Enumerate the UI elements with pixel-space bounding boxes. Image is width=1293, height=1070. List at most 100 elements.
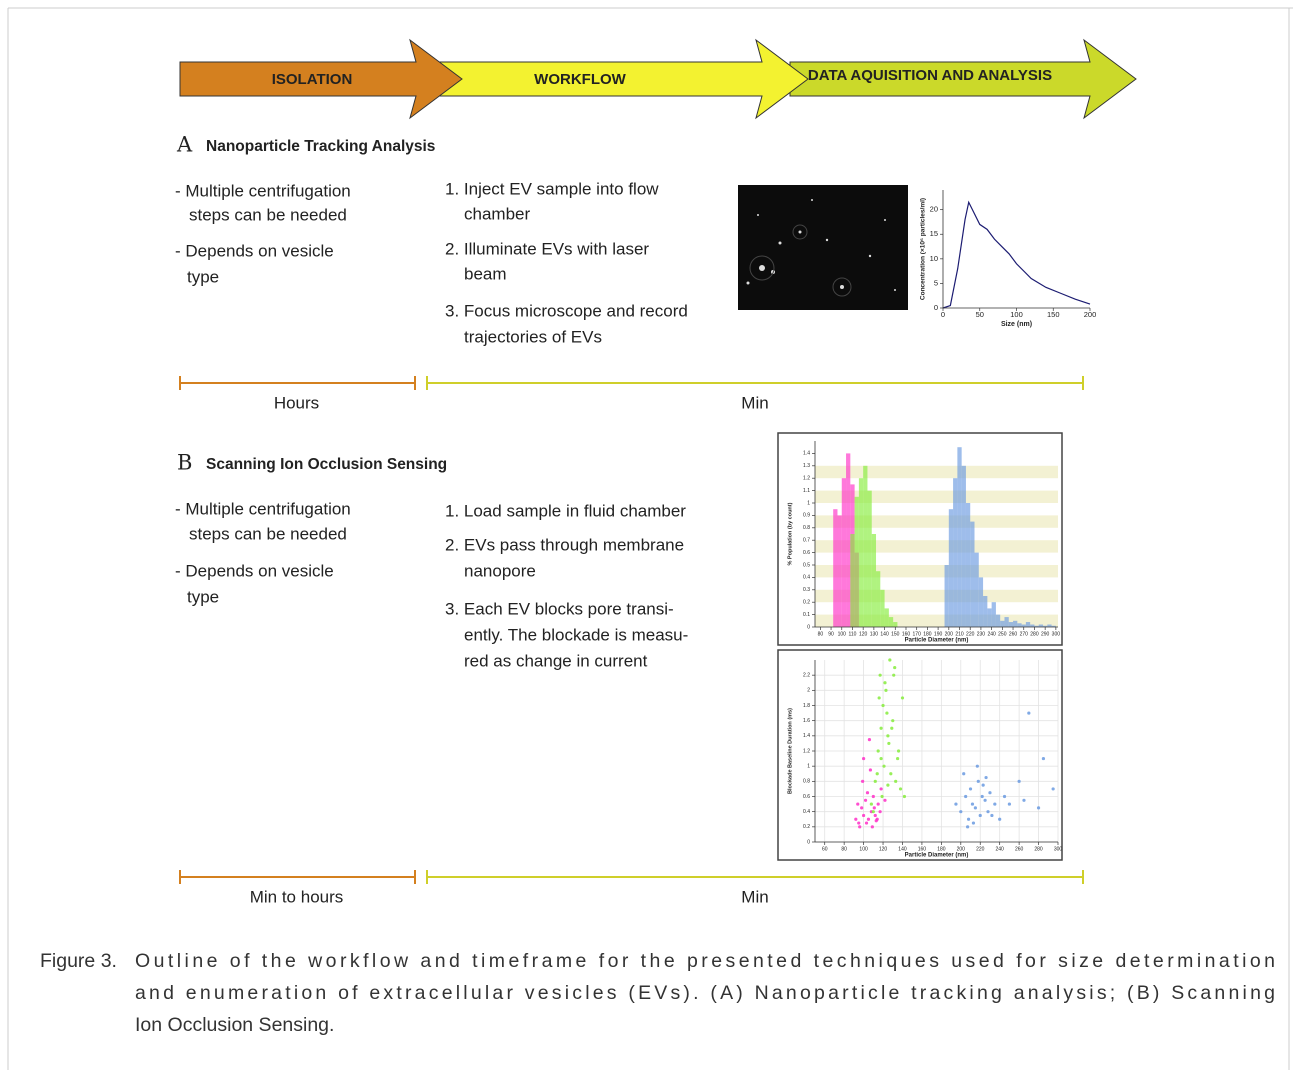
scatter-point — [882, 765, 885, 768]
histogram-bar — [846, 453, 850, 627]
y-tick-label: 0.2 — [803, 600, 810, 606]
histogram-bar — [876, 571, 880, 627]
histogram-bar — [867, 491, 871, 627]
x-tick-label: 270 — [1020, 631, 1029, 637]
scatter-point — [865, 821, 868, 824]
x-tick-label: 300 — [1054, 846, 1063, 852]
scatter-point — [880, 795, 883, 798]
isolation-note: - Depends on vesicle — [175, 241, 334, 260]
x-tick-label: 220 — [976, 846, 985, 852]
x-tick-label: 100 — [859, 846, 868, 852]
workflow-step: trajectories of EVs — [464, 327, 602, 346]
scatter-point — [969, 787, 972, 790]
scatter-point — [903, 795, 906, 798]
x-tick-label: 80 — [841, 846, 847, 852]
scatter-point — [976, 765, 979, 768]
scatter-point — [998, 818, 1001, 821]
histogram-bar — [962, 466, 966, 627]
y-tick-label: 0.7 — [803, 538, 810, 544]
scatter-point — [854, 818, 857, 821]
x-tick-label: 150 — [891, 631, 900, 637]
y-axis-label: % Population (by count) — [787, 502, 793, 565]
x-axis-label: Particle Diameter (nm) — [905, 638, 969, 644]
x-tick-label: 100 — [1010, 310, 1023, 319]
y-tick-label: 1 — [807, 500, 810, 506]
scatter-point — [896, 757, 899, 760]
x-tick-label: 100 — [838, 631, 847, 637]
y-tick-label: 1.1 — [803, 488, 810, 494]
histogram-bar — [1013, 621, 1017, 627]
histogram-bar — [949, 509, 953, 627]
workflow-step: ently. The blockade is measu- — [464, 625, 688, 644]
scatter-point — [966, 825, 969, 828]
x-tick-label: 130 — [870, 631, 879, 637]
histogram-bar — [863, 466, 867, 627]
data-line — [943, 202, 1090, 308]
scatter-point — [886, 734, 889, 737]
y-tick-label: 0 — [934, 303, 938, 312]
scatter-point — [982, 784, 985, 787]
y-tick-label: 10 — [930, 254, 938, 263]
scatter-point — [893, 666, 896, 669]
scatter-point — [875, 819, 878, 822]
x-tick-label: 290 — [1041, 631, 1050, 637]
x-axis-label: Particle Diameter (nm) — [905, 853, 969, 859]
workflow-step: nanopore — [464, 561, 536, 580]
figure: ISOLATION WORKFLOW DATA AQUISITION AND A… — [0, 0, 1293, 1070]
y-tick-label: 20 — [930, 205, 938, 214]
scatter-point — [1008, 802, 1011, 805]
scatter-point — [881, 704, 884, 707]
x-tick-label: 280 — [1030, 631, 1039, 637]
scatter-point — [993, 802, 996, 805]
scatter-point — [897, 749, 900, 752]
histogram-bar — [1004, 617, 1008, 627]
y-tick-label: 2.2 — [803, 672, 810, 678]
scatter-point — [979, 814, 982, 817]
scatter-point — [1042, 757, 1045, 760]
y-tick-label: 0.8 — [803, 779, 810, 785]
scatter-point — [872, 810, 875, 813]
y-tick-label: 0.4 — [803, 809, 810, 815]
x-tick-label: 0 — [941, 310, 945, 319]
x-tick-label: 170 — [913, 631, 922, 637]
scatter-point — [990, 814, 993, 817]
histogram-bar — [970, 522, 974, 627]
scatter-point — [1018, 780, 1021, 783]
histogram-bar — [1000, 621, 1004, 627]
scatter-point — [891, 719, 894, 722]
workflow-step: red as change in current — [464, 651, 648, 670]
workflow-step: 3. Each EV blocks pore transi- — [445, 599, 674, 618]
workflow-step: 2. EVs pass through membrane — [445, 535, 684, 554]
scatter-point — [986, 810, 989, 813]
x-tick-label: 200 — [1084, 310, 1097, 319]
y-axis-label: Blockade Baseline Duration (ms) — [787, 708, 793, 794]
scatter-point — [874, 814, 877, 817]
x-tick-label: 260 — [1009, 631, 1018, 637]
scatter-point — [1052, 787, 1055, 790]
x-tick-label: 160 — [918, 846, 927, 852]
histogram-bar — [957, 447, 961, 627]
scatter-point — [1037, 806, 1040, 809]
scatter-point — [879, 787, 882, 790]
scatter-point — [959, 810, 962, 813]
y-tick-label: 0.6 — [803, 794, 810, 800]
scatter-point — [879, 727, 882, 730]
panel-title: Nanoparticle Tracking Analysis — [206, 138, 435, 155]
scatter-point — [901, 696, 904, 699]
x-tick-label: 230 — [977, 631, 986, 637]
scatter-point — [883, 681, 886, 684]
scatter-point — [971, 802, 974, 805]
histogram-bar — [945, 565, 949, 627]
y-tick-label: 1.8 — [803, 703, 810, 709]
histogram-bar — [850, 534, 854, 627]
scatter-point — [972, 821, 975, 824]
y-tick-label: 0.3 — [803, 587, 810, 593]
x-tick-label: 60 — [822, 846, 828, 852]
x-tick-label: 120 — [859, 631, 868, 637]
scatter-point — [869, 768, 872, 771]
histogram-bar — [880, 590, 884, 627]
histogram-bar — [966, 503, 970, 627]
x-tick-label: 240 — [987, 631, 996, 637]
scatter-point — [1027, 711, 1030, 714]
histogram-bar — [837, 515, 841, 627]
